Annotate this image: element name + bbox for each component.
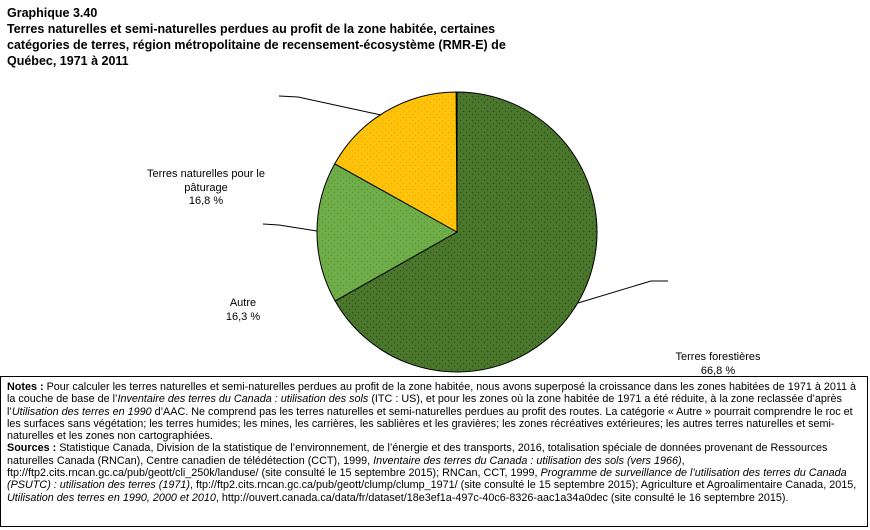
leader-line-pasture	[278, 95, 382, 116]
figure-number: Graphique 3.40	[7, 6, 98, 20]
leader-lines	[262, 95, 668, 304]
pie-slice-terres-naturelles-pour-le-p-turage	[334, 91, 458, 233]
chart-header: Graphique 3.40 Terres naturelles et semi…	[7, 5, 727, 69]
pie-slice-autre	[316, 163, 459, 302]
chart-title: Terres naturelles et semi-naturelles per…	[7, 22, 506, 68]
notes-text: Notes : Pour calculer les terres naturel…	[7, 381, 857, 443]
pie-chart-svg	[262, 91, 668, 373]
slice-label-forest: Terres forestières 66,8 %	[675, 351, 761, 377]
sources-text: Sources : Statistique Canada, Division d…	[7, 442, 857, 504]
slice-label-pasture: Terres naturelles pour le pâturage 16,8 …	[146, 168, 265, 207]
leader-line-other	[262, 223, 318, 232]
pie-chart-area: Terres naturelles pour le pâturage 16,8 …	[0, 80, 870, 378]
leader-line-forest	[577, 280, 668, 304]
slice-label-other: Autre 16,3 %	[225, 297, 261, 323]
notes-sources-box: Notes : Pour calculer les terres naturel…	[0, 376, 868, 527]
